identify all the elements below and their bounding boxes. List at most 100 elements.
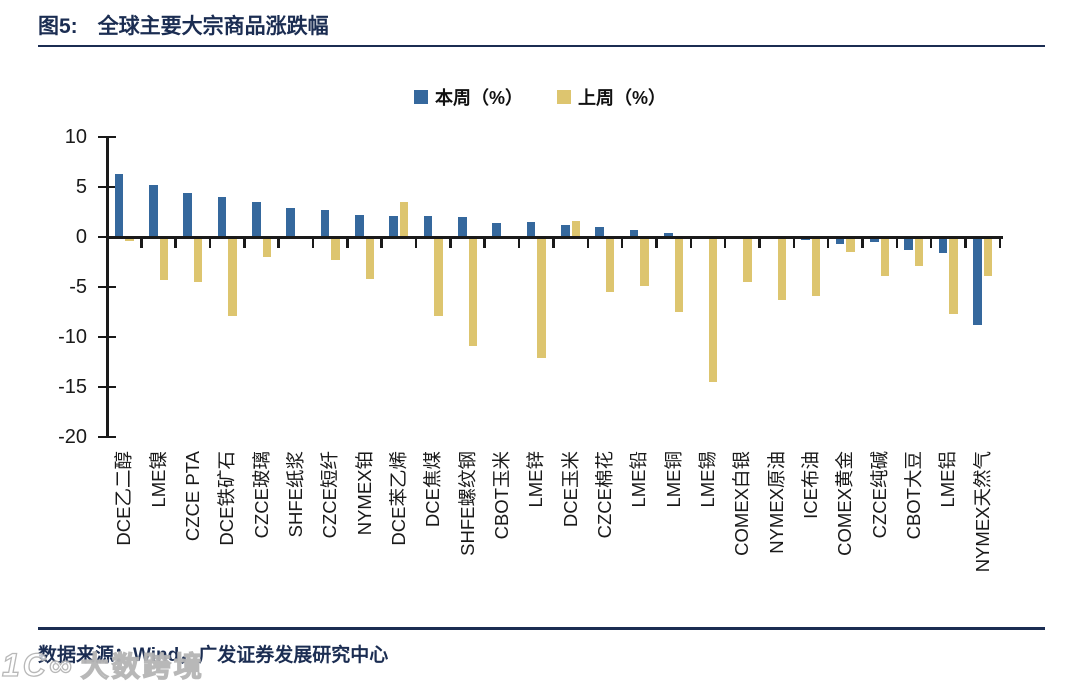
x-tick [311, 238, 315, 248]
x-tick [105, 238, 109, 248]
bar-this-week [217, 197, 227, 237]
y-tick-label: -15 [58, 376, 87, 398]
zero-line [106, 235, 1003, 239]
x-tick [586, 238, 589, 248]
bar-this-week [114, 174, 124, 237]
bar-this-week [389, 216, 398, 237]
bar-this-week [320, 210, 330, 237]
bar-last-week [983, 237, 993, 276]
bar-last-week [914, 237, 924, 266]
legend-label-this-week: 本周（%） [434, 88, 523, 108]
x-category-label: CZCE短纤 [319, 451, 341, 539]
bar-this-week [286, 208, 295, 237]
legend-item-last-week: 上周（%） [557, 84, 666, 110]
bar-last-week [777, 237, 787, 300]
x-category-label: DCE乙二醇 [113, 451, 135, 546]
bar-last-week [674, 237, 684, 312]
x-tick [414, 238, 418, 248]
bar-last-week [846, 237, 855, 252]
x-tick [723, 238, 727, 248]
x-tick [861, 238, 864, 248]
x-category-label: CBOT玉米 [490, 451, 512, 540]
x-tick [552, 238, 555, 248]
x-category-label: ICE布油 [799, 451, 821, 519]
bar-last-week [331, 237, 340, 260]
x-category-label: DCE焦煤 [422, 451, 444, 528]
bar-this-week [595, 227, 604, 237]
bar-last-week [640, 237, 649, 286]
bar-this-week [870, 237, 879, 242]
x-tick [140, 238, 143, 248]
bar-this-week [458, 217, 467, 237]
y-tick-label: -20 [58, 426, 87, 448]
x-category-label: LME镍 [147, 451, 169, 508]
x-tick [449, 238, 452, 248]
y-tick [98, 185, 116, 189]
bar-this-week [835, 237, 845, 244]
x-category-label: CZCE PTA [181, 451, 203, 542]
bar-this-week [629, 230, 639, 237]
x-tick [243, 238, 246, 248]
x-tick [758, 238, 761, 248]
x-category-label: LME锡 [696, 451, 718, 508]
bar-this-week [149, 185, 158, 237]
bar-this-week [561, 225, 570, 237]
bar-last-week [434, 237, 443, 316]
bar-last-week [537, 237, 546, 358]
x-tick [929, 238, 933, 248]
x-category-label: DCE玉米 [559, 451, 581, 528]
x-category-label: CZCE玻璃 [250, 451, 272, 539]
figure-header: 图5: 全球主要大宗商品涨跌幅 [38, 10, 329, 40]
bar-this-week [938, 237, 948, 253]
x-category-label: LME铜 [662, 451, 684, 508]
x-tick [826, 238, 830, 248]
x-category-label: DCE铁矿石 [216, 451, 238, 546]
bar-last-week [159, 237, 168, 280]
bar-last-week [605, 237, 615, 292]
x-tick [277, 238, 280, 248]
legend-label-last-week: 上周（%） [578, 88, 667, 108]
y-tick-label: 10 [64, 126, 87, 148]
bar-last-week [708, 237, 718, 382]
x-category-label: NYMEX原油 [765, 451, 787, 554]
x-tick [208, 238, 212, 248]
x-tick [998, 238, 1002, 248]
bar-last-week [399, 202, 409, 237]
x-category-label: LME锌 [525, 451, 547, 508]
data-source: 数据来源：Wind，广发证券发展研究中心 [38, 645, 389, 666]
y-tick [98, 135, 116, 139]
x-category-label: CBOT大豆 [902, 451, 924, 540]
legend-swatch-this-week [413, 90, 428, 104]
bar-this-week [801, 237, 810, 240]
bar-last-week [743, 237, 752, 282]
x-category-label: LME铅 [628, 451, 650, 508]
legend-item-this-week: 本周（%） [413, 84, 523, 110]
legend-swatch-last-week [557, 90, 571, 104]
bar-this-week [904, 237, 913, 250]
x-category-label: DCE苯乙烯 [387, 451, 409, 546]
bar-this-week [526, 222, 536, 237]
x-category-label: COMEX黄金 [834, 451, 856, 556]
y-tick [98, 435, 116, 439]
x-tick [792, 238, 796, 248]
bar-last-week [880, 237, 890, 276]
header-divider [38, 45, 1045, 47]
y-tick-label: 5 [75, 176, 87, 198]
x-category-label: SHFE螺纹钢 [456, 451, 478, 556]
bar-last-week [125, 237, 134, 241]
x-tick [689, 238, 693, 248]
x-tick [346, 238, 349, 248]
x-category-label: COMEX白银 [731, 451, 753, 556]
bar-this-week [973, 237, 982, 325]
bar-this-week [492, 223, 501, 237]
bar-last-week [365, 237, 375, 279]
bar-this-week [664, 233, 673, 237]
bar-last-week [949, 237, 958, 314]
x-tick [380, 238, 383, 248]
chart-legend: 本周（%） 上周（%） [0, 84, 1080, 110]
bar-last-week [262, 237, 272, 257]
y-tick-label: -10 [58, 326, 87, 348]
figure-number: 图5: [38, 15, 78, 38]
